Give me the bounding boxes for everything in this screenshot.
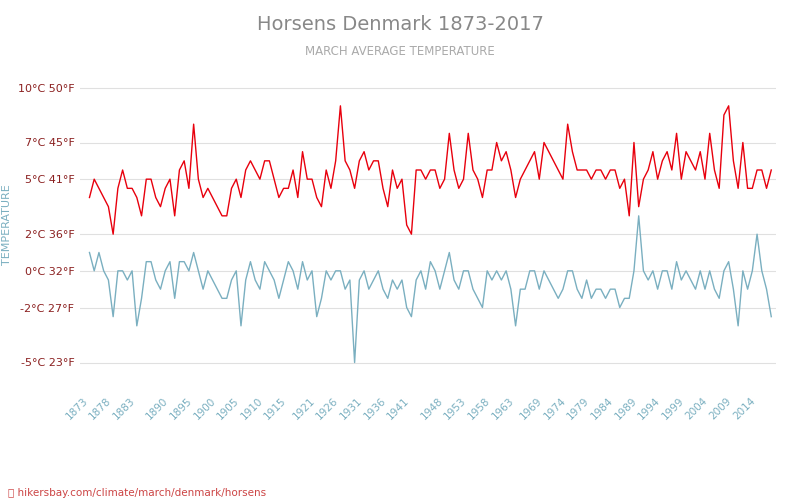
- Text: MARCH AVERAGE TEMPERATURE: MARCH AVERAGE TEMPERATURE: [305, 45, 495, 58]
- Text: Horsens Denmark 1873-2017: Horsens Denmark 1873-2017: [257, 15, 543, 34]
- Text: 🌐 hikersbay.com/climate/march/denmark/horsens: 🌐 hikersbay.com/climate/march/denmark/ho…: [8, 488, 266, 498]
- Y-axis label: TEMPERATURE: TEMPERATURE: [2, 184, 12, 266]
